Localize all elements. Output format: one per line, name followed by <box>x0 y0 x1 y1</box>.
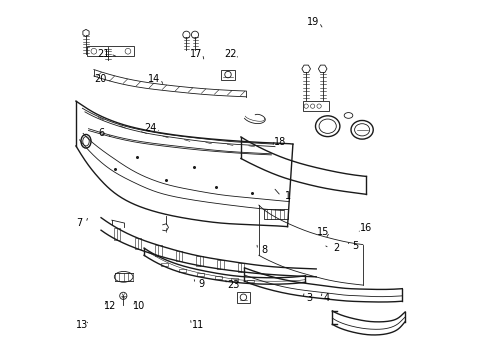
Text: 14: 14 <box>148 74 160 84</box>
Text: 2: 2 <box>332 243 338 253</box>
Text: 13: 13 <box>76 320 88 330</box>
Text: 20: 20 <box>94 74 106 84</box>
Text: 11: 11 <box>191 320 203 330</box>
Text: 10: 10 <box>132 301 144 311</box>
Text: 6: 6 <box>98 129 104 138</box>
Text: 4: 4 <box>323 293 329 303</box>
Text: 7: 7 <box>76 218 82 228</box>
Text: 9: 9 <box>198 279 204 289</box>
Text: 21: 21 <box>98 49 110 59</box>
Text: 23: 23 <box>226 280 239 290</box>
Text: 19: 19 <box>306 17 318 27</box>
Text: 22: 22 <box>224 49 237 59</box>
Text: 17: 17 <box>189 49 202 59</box>
Text: 12: 12 <box>103 301 116 311</box>
Text: 15: 15 <box>317 227 329 237</box>
Text: 24: 24 <box>144 123 157 133</box>
Text: 5: 5 <box>352 241 358 251</box>
Text: 16: 16 <box>360 224 372 233</box>
Text: 3: 3 <box>305 293 311 303</box>
Text: 18: 18 <box>274 138 286 147</box>
Text: 8: 8 <box>261 245 267 255</box>
Text: 1: 1 <box>284 191 290 201</box>
